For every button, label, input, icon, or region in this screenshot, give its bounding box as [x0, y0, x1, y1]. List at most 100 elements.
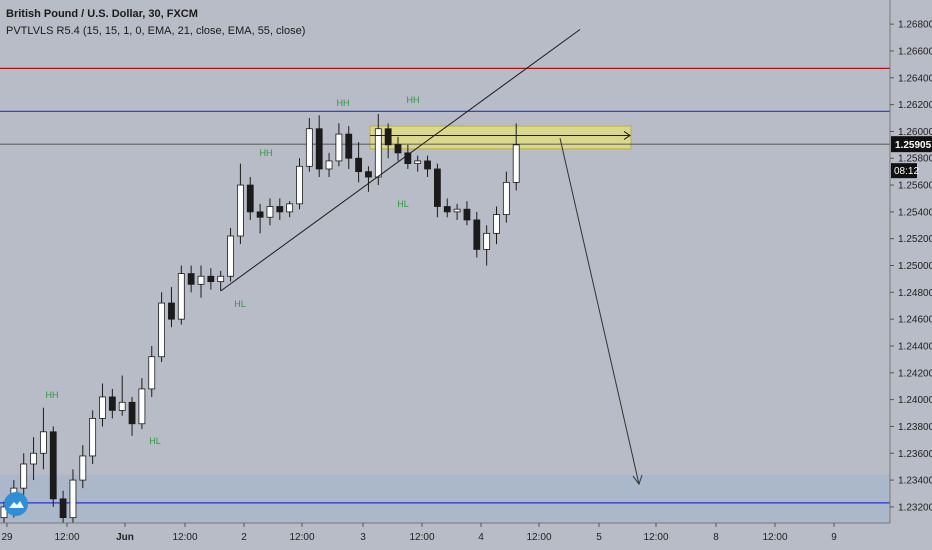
candle-body	[79, 455, 87, 481]
projection-arrow[interactable]	[559, 138, 640, 485]
candle-body	[374, 128, 382, 178]
price-tick-label: 1.26400	[898, 73, 932, 84]
price-tick-label: 1.25000	[898, 261, 932, 272]
candle-body	[40, 431, 47, 454]
candle-body	[49, 431, 57, 500]
candle-body	[473, 219, 481, 250]
price-tick-label: 1.25800	[898, 154, 932, 165]
time-tick-label: 12:00	[54, 532, 79, 543]
symbol-title[interactable]: British Pound / U.S. Dollar, 30, FXCM	[6, 8, 198, 20]
candle-body	[30, 452, 37, 465]
time-tick-label: 5	[596, 532, 602, 543]
candle-body	[207, 275, 215, 283]
candle-body	[168, 302, 175, 320]
price-tick-label: 1.25200	[898, 234, 932, 245]
time-tick-label: 12:00	[289, 532, 314, 543]
time-tick-label: 12:00	[643, 532, 668, 543]
candle-body	[433, 168, 441, 207]
price-axis[interactable]: 1.26800 1.26600 1.26400 1.26200 1.26000 1.258…	[889, 0, 932, 550]
candle-body	[394, 144, 402, 154]
candle-body	[148, 356, 156, 390]
price-axis-bg	[890, 0, 932, 550]
measure-arrow-head	[623, 131, 631, 140]
candle-body	[138, 388, 146, 425]
price-tick-label: 1.26600	[898, 46, 932, 57]
candle-body	[20, 463, 28, 489]
price-tick-label: 1.26200	[898, 100, 932, 111]
price-tick-label: 1.26000	[898, 127, 932, 138]
time-tick-label: 12:00	[409, 532, 434, 543]
candle-body	[227, 235, 234, 277]
price-tick-label: 1.24200	[898, 368, 932, 379]
time-tick-label: 12:00	[172, 532, 197, 543]
current-price-tag[interactable]	[891, 136, 932, 153]
candle-body	[365, 171, 372, 178]
candle-body	[246, 184, 254, 213]
chart-legend: British Pound / U.S. Dollar, 30, FXCM PV…	[6, 6, 305, 40]
price-tick-label: 1.23400	[898, 476, 932, 487]
price-tick-label: 1.23800	[898, 422, 932, 433]
candle-body	[118, 401, 126, 411]
candle-body	[217, 275, 225, 283]
candle-body	[158, 302, 166, 358]
candle-body	[512, 144, 520, 183]
pivot-label: HL	[149, 436, 161, 446]
candle-body	[483, 232, 491, 250]
time-tick-label: 4	[478, 532, 484, 543]
pivot-label: HL	[397, 199, 409, 209]
brand-logo[interactable]	[4, 492, 28, 516]
candle-body	[197, 275, 205, 285]
price-tick-label: 1.23600	[898, 449, 932, 460]
projection-arrow-head	[632, 474, 643, 486]
current-price-label: 1.25905	[895, 140, 932, 151]
candle-layer	[0, 113, 520, 528]
zone-layer	[0, 125, 890, 523]
candle-body	[384, 128, 392, 146]
pivot-label: HH	[260, 148, 273, 158]
pivot-label: HL	[234, 299, 246, 309]
candle-body	[177, 273, 185, 320]
price-tick-label: 1.25600	[898, 181, 932, 192]
price-tick-label: 1.23200	[898, 502, 932, 513]
candle-body	[187, 273, 195, 285]
pivot-label: HH	[46, 390, 59, 400]
candle-body	[276, 206, 284, 213]
level-layer	[0, 67, 890, 504]
candle-body	[493, 214, 500, 234]
candle-body	[108, 396, 116, 411]
time-tick-label: 12:00	[762, 532, 787, 543]
candle-body	[286, 203, 294, 213]
zone-blue	[0, 474, 890, 523]
indicator-label[interactable]: PVTLVLS R5.4 (15, 15, 1, 0, EMA, 21, clo…	[6, 25, 306, 37]
candle-body	[424, 160, 431, 170]
countdown-tag	[891, 163, 917, 179]
countdown-label: 08:12	[894, 166, 919, 177]
price-tick-label: 1.25400	[898, 207, 932, 218]
candle-body	[128, 401, 136, 425]
time-axis-bg	[0, 523, 932, 550]
price-tick-label: 1.24600	[898, 315, 932, 326]
candle-body	[99, 396, 106, 419]
candle-body	[266, 206, 274, 218]
candle-body	[69, 479, 77, 519]
candle-body	[236, 184, 244, 237]
candle-body	[443, 206, 451, 213]
drawing-layer[interactable]	[220, 29, 643, 486]
zone-yellow	[369, 125, 632, 150]
price-tick-label: 1.24000	[898, 395, 932, 406]
time-tick-label: 29	[1, 532, 13, 543]
trendline[interactable]	[220, 29, 581, 292]
candle-body	[325, 160, 333, 170]
time-tick-label: 8	[713, 532, 719, 543]
candle-body	[256, 211, 264, 218]
time-axis[interactable]: 29 12:00 Jun 12:00 2 12:00 3 12:00 4 12:00 5 12:00 8…	[0, 522, 932, 550]
candle-body	[453, 208, 461, 213]
candle-body	[315, 128, 323, 170]
pivot-label: HH	[407, 95, 420, 105]
candle-body	[355, 157, 363, 173]
time-tick-label: Jun	[116, 532, 134, 543]
candle-body	[404, 152, 412, 165]
mountain-icon	[9, 501, 24, 508]
